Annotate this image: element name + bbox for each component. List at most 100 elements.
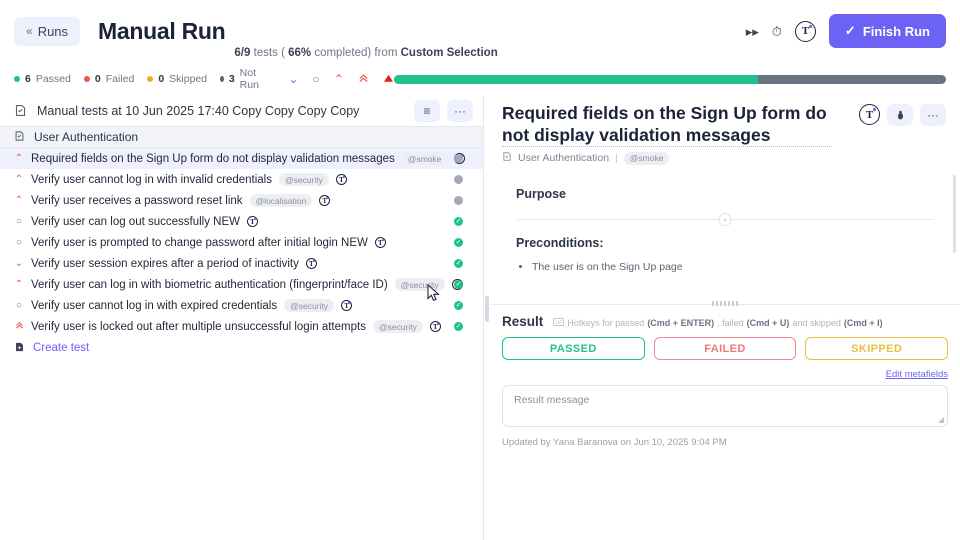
run-progress-bar[interactable]	[393, 74, 946, 84]
create-test-button[interactable]: Create test	[0, 337, 483, 359]
testomat-logo-icon[interactable]: T	[335, 174, 347, 185]
test-row[interactable]: ○ Verify user can log out successfully NE…	[0, 211, 483, 232]
panel-resize-handle[interactable]	[484, 96, 490, 540]
testomat-logo-icon[interactable]: T	[247, 216, 258, 227]
suite-title: Manual tests at 10 Jun 2025 17:40 Copy C…	[37, 104, 360, 118]
testomat-logo-icon[interactable]: T	[429, 321, 441, 332]
list-view-button[interactable]: ≡	[414, 100, 440, 122]
testomat-logo-icon[interactable]: T	[341, 300, 353, 311]
run-percent: 66%	[288, 47, 312, 59]
priority-high-icon[interactable]: ⌃	[14, 152, 24, 164]
textarea-resize-icon[interactable]: ◢	[937, 415, 944, 424]
status-counter-failed[interactable]: 0 Failed	[83, 73, 135, 85]
result-section: Result Hotkeys for passed (Cmd + ENTER) …	[490, 301, 960, 540]
test-name: Verify user receives a password reset li…	[31, 194, 243, 207]
test-row[interactable]: Verify user is locked out after multiple…	[0, 316, 483, 337]
test-name: Required fields on the Sign Up form do n…	[31, 152, 395, 165]
status-badge-notrun	[454, 196, 463, 205]
run-summary: 6/9 tests ( 66% completed) from Custom S…	[234, 47, 497, 62]
priority-high-icon[interactable]: ⌃	[14, 194, 24, 206]
test-tag[interactable]: @security	[394, 278, 445, 291]
status-dot-icon	[14, 76, 20, 82]
detail-title[interactable]: Required fields on the Sign Up form do n…	[502, 102, 832, 148]
breadcrumb-suite[interactable]: User Authentication	[518, 152, 610, 165]
priority-high-icon[interactable]: ⌃	[14, 173, 24, 185]
status-counter-skipped[interactable]: 0 Skipped	[147, 73, 207, 85]
priority-highest-icon[interactable]	[358, 73, 369, 86]
check-icon: ✓	[844, 23, 856, 38]
test-row[interactable]: ⌃ Verify user cannot log in with invalid …	[0, 169, 483, 190]
test-row[interactable]: ○ Verify user is prompted to change passw…	[0, 232, 483, 253]
skipped-button[interactable]: SKIPPED	[805, 337, 949, 360]
testomat-logo-icon[interactable]: T	[319, 195, 331, 206]
status-dot-icon	[83, 76, 90, 82]
test-tag[interactable]: @security	[279, 173, 329, 186]
test-row[interactable]: ⌃ Required fields on the Sign Up form do …	[0, 148, 483, 169]
back-to-runs-button[interactable]: « Runs	[14, 16, 81, 46]
testomat-logo-icon[interactable]: T	[859, 104, 880, 125]
suite-icon	[14, 104, 27, 119]
status-counter-not-run[interactable]: 3 Not Run	[220, 67, 263, 91]
priority-normal-icon[interactable]: ○	[312, 72, 320, 86]
hotkeys-mid: , failed	[717, 318, 744, 328]
test-tag[interactable]: @security	[284, 299, 335, 312]
edit-metafields-link[interactable]: Edit metafields	[885, 369, 948, 380]
keyboard-icon	[553, 318, 565, 328]
status-badge-notrun	[454, 175, 463, 184]
suite-more-button[interactable]: ···	[447, 100, 473, 122]
suite-header: Manual tests at 10 Jun 2025 17:40 Copy C…	[0, 96, 483, 126]
breadcrumb: User Authentication | @smoke	[490, 147, 960, 165]
priority-normal-icon[interactable]: ○	[15, 236, 23, 248]
result-label: Result	[502, 314, 544, 329]
detail-body: Purpose ⌄ Preconditions: The user is on …	[490, 165, 960, 277]
result-resize-grabber[interactable]	[712, 301, 738, 306]
test-row[interactable]: ○ Verify user cannot log in with expired …	[0, 295, 483, 316]
timer-icon[interactable]: ⏱	[771, 23, 782, 39]
status-label: Failed	[105, 73, 135, 85]
skip-forward-icon[interactable]: ▸▸	[745, 23, 759, 39]
status-counter-passed[interactable]: 6 Passed	[14, 73, 71, 85]
testomat-logo-icon[interactable]: T	[794, 20, 816, 42]
priority-critical-icon[interactable]	[383, 73, 394, 86]
priority-high-icon[interactable]: ⌃	[14, 278, 24, 290]
top-bar-actions: ▸▸ ⏱ T ✓ Finish Run	[746, 14, 946, 48]
priority-low-icon[interactable]: ⌄	[288, 72, 299, 86]
status-count: 3	[228, 73, 235, 85]
test-name: Verify user is locked out after multiple…	[31, 320, 366, 333]
breadcrumb-tag[interactable]: @smoke	[623, 151, 670, 165]
report-bug-button[interactable]	[887, 104, 913, 126]
passed-button[interactable]: PASSED	[502, 337, 645, 360]
test-name: Verify user is prompted to change passwo…	[31, 236, 368, 249]
chevron-down-icon[interactable]: ⌄	[718, 213, 732, 227]
priority-high-icon[interactable]: ⌃	[333, 72, 344, 86]
failed-button[interactable]: FAILED	[653, 337, 797, 360]
test-row[interactable]: ⌃ Verify user receives a password reset l…	[0, 190, 483, 211]
test-tag[interactable]: @security	[372, 320, 423, 333]
status-label: Passed	[35, 73, 71, 85]
test-row[interactable]: ⌄ Verify user session expires after a per…	[0, 253, 483, 274]
test-row[interactable]: ⌃ Verify user can log in with biometric a…	[0, 274, 483, 295]
priority-normal-icon[interactable]: ○	[15, 299, 23, 311]
priority-normal-icon[interactable]: ○	[15, 215, 23, 227]
priority-highest-icon[interactable]	[14, 321, 24, 333]
breadcrumb-separator: |	[615, 152, 618, 165]
test-tag[interactable]: @localisation	[249, 194, 313, 207]
status-badge-passed: ✓	[454, 280, 463, 289]
status-badge-passed: ✓	[454, 322, 463, 331]
testomat-logo-icon[interactable]: T	[374, 237, 386, 248]
testomat-logo-icon[interactable]: T	[305, 258, 317, 269]
suite-group-row[interactable]: User Authentication	[0, 126, 483, 148]
result-message-input[interactable]: Result message ◢	[502, 385, 948, 427]
detail-more-button[interactable]: ···	[920, 104, 946, 126]
status-badge-notrun	[454, 154, 463, 163]
finish-run-button[interactable]: ✓ Finish Run	[828, 14, 946, 48]
chevron-left-double-icon: «	[26, 24, 33, 38]
hotkey-passed: (Cmd + ENTER)	[647, 318, 715, 328]
priority-low-icon[interactable]: ⌄	[14, 257, 24, 269]
test-tag[interactable]: @smoke	[401, 152, 448, 165]
test-name: Verify user can log in with biometric au…	[31, 278, 388, 291]
scrollbar-thumb[interactable]	[953, 175, 956, 254]
suite-group-label: User Authentication	[34, 130, 139, 144]
detail-actions: T ···	[859, 102, 946, 147]
